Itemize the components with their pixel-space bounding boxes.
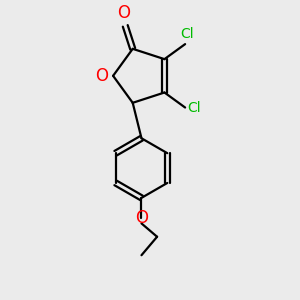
Text: O: O (95, 67, 108, 85)
Text: Cl: Cl (188, 100, 201, 115)
Text: Cl: Cl (180, 27, 194, 41)
Text: O: O (117, 4, 130, 22)
Text: O: O (135, 209, 148, 227)
